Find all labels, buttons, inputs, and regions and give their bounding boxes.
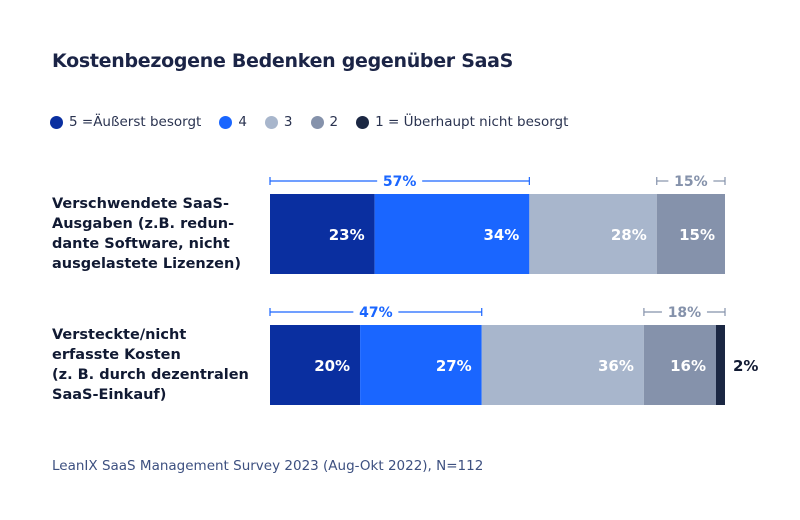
- legend-item: 4: [219, 114, 247, 130]
- legend-swatch: [50, 115, 63, 129]
- bracket-label: 18%: [668, 305, 702, 321]
- category-line: Verschwendete SaaS-: [52, 196, 230, 212]
- bar-segment: [270, 325, 361, 405]
- bar-segment: [529, 194, 657, 274]
- source-note: LeanIX SaaS Management Survey 2023 (Aug-…: [52, 458, 484, 474]
- data-label: 15%: [679, 226, 715, 244]
- category-line: (z. B. durch dezentralen: [52, 367, 249, 383]
- bar-segment: [656, 194, 725, 274]
- legend-label: 1 = Überhaupt nicht besorgt: [375, 114, 569, 130]
- data-label: 20%: [314, 357, 350, 375]
- category-label: Versteckte/nicht erfasste Kosten (z. B. …: [52, 325, 262, 405]
- legend-swatch: [356, 115, 370, 129]
- category-line: ausgelastete Lizenzen): [52, 256, 241, 272]
- category-line: erfasste Kosten: [52, 347, 181, 363]
- category-line: Versteckte/nicht: [52, 327, 187, 343]
- data-label: 36%: [598, 357, 634, 375]
- data-label: 28%: [611, 226, 647, 244]
- chart-title: Kostenbezogene Bedenken gegenüber SaaS: [52, 50, 514, 72]
- legend-item: 5 =Äußerst besorgt: [50, 114, 201, 130]
- legend-label: 5 =Äußerst besorgt: [69, 114, 202, 130]
- category-line: dante Software, nicht: [52, 236, 230, 252]
- bracket-label: 15%: [674, 174, 708, 190]
- legend-swatch: [310, 115, 324, 129]
- legend-swatch: [219, 115, 233, 129]
- bar-segment: [715, 325, 725, 405]
- data-label: 2%: [733, 357, 758, 375]
- bar-segment: [481, 325, 644, 405]
- legend: 5 =Äußerst besorgt 4 3 2 1 = Überhaupt n…: [50, 114, 568, 130]
- legend-label: 4: [238, 114, 247, 130]
- bar-segment: [643, 325, 716, 405]
- category-line: SaaS-Einkauf): [52, 387, 167, 403]
- legend-item: 3: [264, 114, 293, 130]
- legend-item: 1 = Überhaupt nicht besorgt: [356, 114, 568, 130]
- data-label: 23%: [329, 226, 365, 244]
- category-label: Verschwendete SaaS- Ausgaben (z.B. redun…: [52, 194, 262, 274]
- data-label: 16%: [670, 357, 706, 375]
- bracket-label: 47%: [359, 305, 393, 321]
- bracket-label: 57%: [383, 174, 417, 190]
- legend-swatch: [264, 115, 278, 129]
- legend-item: 2: [310, 114, 339, 130]
- category-line: Ausgaben (z.B. redun-: [52, 216, 235, 232]
- bar-segment: [360, 325, 482, 405]
- legend-label: 3: [283, 114, 293, 130]
- data-label: 34%: [483, 226, 519, 244]
- legend-label: 2: [329, 114, 339, 130]
- bar-segment: [374, 194, 530, 274]
- data-label: 27%: [436, 357, 472, 375]
- bar-segment: [270, 194, 375, 274]
